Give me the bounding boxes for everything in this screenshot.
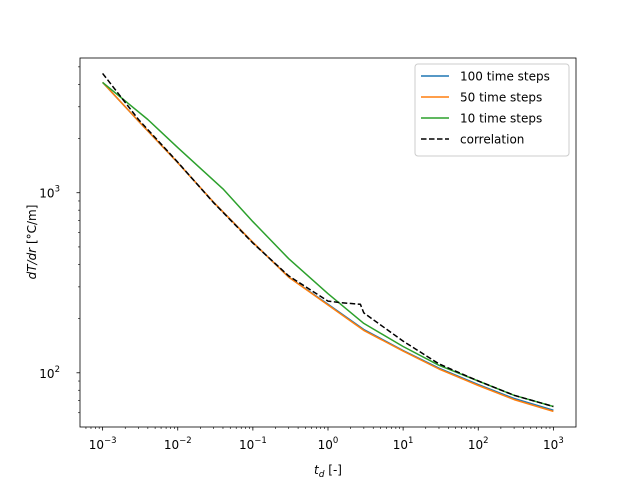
legend-label-3: correlation — [460, 133, 524, 147]
legend-label-2: 10 time steps — [460, 112, 542, 126]
series-line-3 — [102, 72, 554, 408]
x-tick-label: 10−2 — [164, 436, 192, 452]
legend-label-1: 50 time steps — [460, 91, 542, 105]
x-tick-label: 10−3 — [89, 436, 117, 452]
x-tick-label: 103 — [543, 436, 564, 452]
x-axis-ticks: 10−3 10−2 10−1 100 101 102 103 — [85, 427, 564, 452]
legend-box — [414, 63, 570, 157]
legend: 100 time steps 50 time steps 10 time steps… — [414, 63, 570, 157]
y-axis-label: dT/dr [°C/m] — [25, 205, 39, 280]
x-tick-label: 100 — [318, 436, 339, 452]
x-tick-label: 102 — [468, 436, 489, 452]
y-axis-label-var: dT/dr — [25, 247, 39, 280]
x-axis-label-var: t — [314, 463, 320, 477]
x-tick-label: 101 — [393, 436, 414, 452]
x-axis-label-unit: [-] — [324, 463, 342, 477]
y-axis-label-unit: [°C/m] — [25, 205, 39, 248]
series-lines — [102, 72, 554, 413]
x-axis-label-sub: d — [319, 470, 325, 480]
y-tick-label: 103 — [39, 185, 60, 201]
x-axis-label: td [-] — [314, 463, 342, 480]
legend-label-0: 100 time steps — [460, 70, 550, 84]
x-tick-label: 10−1 — [239, 436, 267, 452]
y-tick-label: 102 — [39, 365, 60, 381]
y-axis-ticks: 102 103 — [39, 66, 80, 414]
